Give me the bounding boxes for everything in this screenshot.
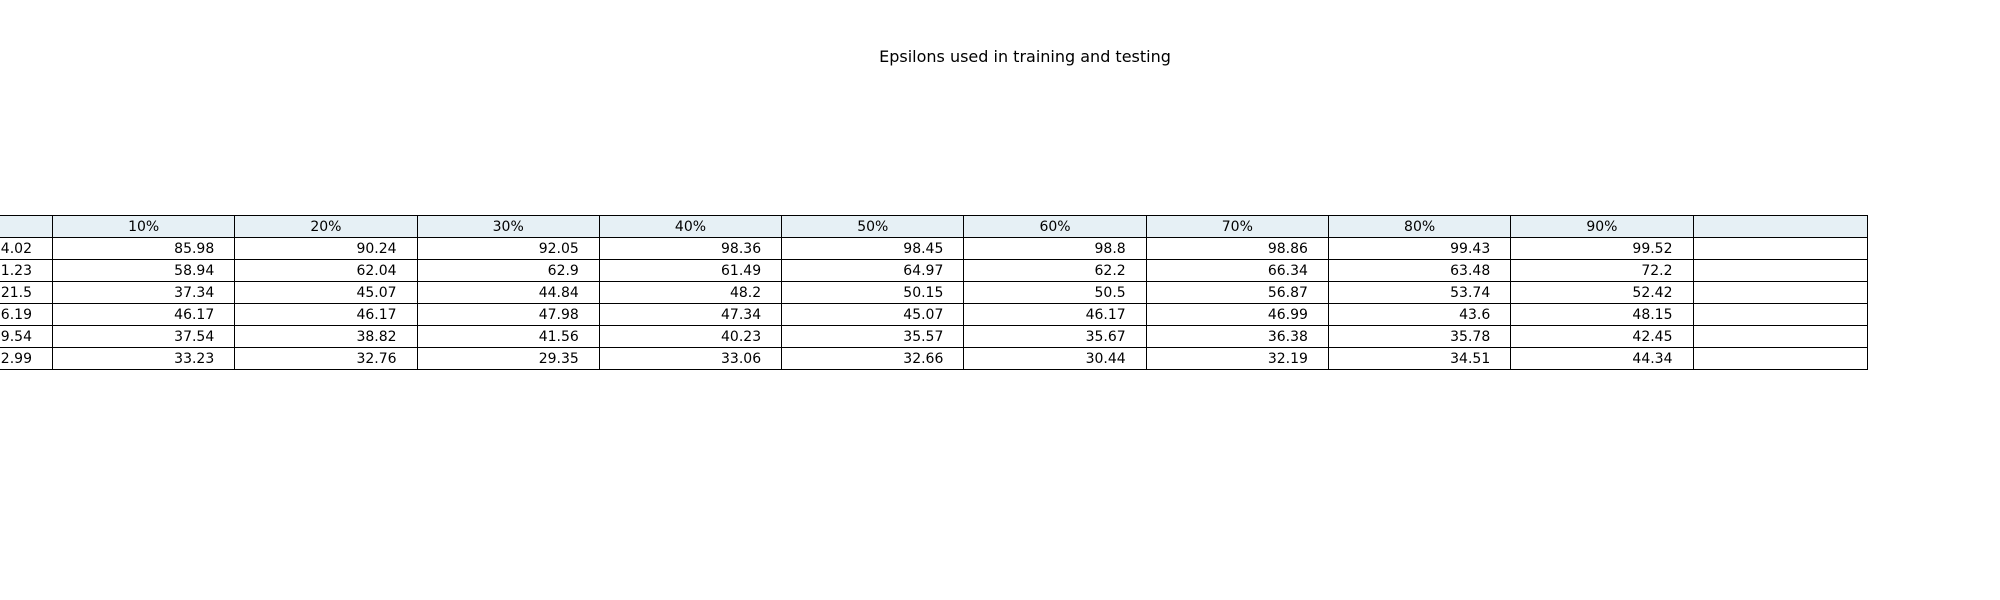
table-cell: 66.34 — [1145, 259, 1329, 282]
table-cell: 98.86 — [1145, 237, 1329, 260]
table-cell: 48.15 — [1510, 303, 1694, 326]
table-cell: 34.51 — [1327, 347, 1512, 370]
table-row: 74.0285.9890.2492.0598.3698.4598.898.869… — [0, 237, 1869, 260]
table-cell: 37.34 — [51, 281, 236, 304]
table-cell — [1692, 303, 1869, 326]
table-cell: 62.2 — [963, 259, 1147, 282]
column-header: 50% — [781, 215, 965, 238]
column-header: 10% — [51, 215, 236, 238]
table-cell: 48.2 — [598, 281, 783, 304]
table-cell: 36.38 — [1145, 325, 1329, 348]
table-cell: 46.17 — [234, 303, 418, 326]
table-cell: 44.84 — [416, 281, 600, 304]
table-viewport: 10%20%30%40%50%60%70%80%90%74.0285.9890.… — [0, 215, 2000, 395]
table-cell — [1692, 259, 1869, 282]
table-cell: 98.8 — [963, 237, 1147, 260]
column-header: 30% — [416, 215, 600, 238]
table-row: 21.5 37.34 45.07 44.84 48.2 50.15 50.5 56.87 53.… — [0, 281, 1869, 304]
table-cell: 33.23 — [51, 347, 236, 370]
column-header: 90% — [1510, 215, 1694, 238]
table-cell: 99.43 — [1327, 237, 1512, 260]
table-row: 39.5437.5438.8241.5640.2335.5735.6736.38… — [0, 325, 1869, 348]
table-cell: 61.49 — [598, 259, 783, 282]
table-cell: 64.97 — [781, 259, 965, 282]
table-cell: 47.34 — [598, 303, 783, 326]
table-cell: 62.04 — [234, 259, 418, 282]
column-header: 70% — [1145, 215, 1329, 238]
table-cell: 29.35 — [416, 347, 600, 370]
table-cell: 40.23 — [598, 325, 783, 348]
table-cell: 35.67 — [963, 325, 1147, 348]
table-body: 10%20%30%40%50%60%70%80%90%74.0285.9890.… — [0, 215, 1869, 370]
table-cell: 38.82 — [234, 325, 418, 348]
table-cell — [1692, 237, 1869, 260]
table-cell: 50.15 — [781, 281, 965, 304]
table-cell: 53.74 — [1327, 281, 1512, 304]
table-cell: 52.42 — [1510, 281, 1694, 304]
chart-title: Epsilons used in training and testing — [879, 47, 1171, 66]
table-cell: 37.54 — [51, 325, 236, 348]
table-cell: 46.99 — [1145, 303, 1329, 326]
table-cell: 92.05 — [416, 237, 600, 260]
table-cell: 44.34 — [1510, 347, 1694, 370]
table-cell — [1692, 325, 1869, 348]
table-cell: 46.17 — [963, 303, 1147, 326]
table-cell: 42.45 — [1510, 325, 1694, 348]
table-cell: 41.56 — [416, 325, 600, 348]
table-cell — [1692, 347, 1869, 370]
column-header: 20% — [234, 215, 418, 238]
table-cell: 32.99 — [0, 347, 53, 370]
table-cell: 98.36 — [598, 237, 783, 260]
table-cell: 85.98 — [51, 237, 236, 260]
table-cell: 41.23 — [0, 259, 53, 282]
table-cell: 35.57 — [781, 325, 965, 348]
table-cell: 58.94 — [51, 259, 236, 282]
table-cell: 47.98 — [416, 303, 600, 326]
column-header — [1692, 215, 1869, 238]
table-row: 32.9933.2332.7629.3533.0632.6630.4432.19… — [0, 347, 1869, 370]
table-cell: 45.07 — [781, 303, 965, 326]
table-cell: 33.06 — [598, 347, 783, 370]
table-cell: 56.87 — [1145, 281, 1329, 304]
table-cell: 72.2 — [1510, 259, 1694, 282]
table-cell: 62.9 — [416, 259, 600, 282]
table-cell: 43.6 — [1327, 303, 1512, 326]
table-row: 46.1946.1746.1747.9847.3445.0746.1746.99… — [0, 303, 1869, 326]
results-table: 10%20%30%40%50%60%70%80%90%74.0285.9890.… — [0, 215, 1869, 370]
table-cell: 90.24 — [234, 237, 418, 260]
column-header: 60% — [963, 215, 1147, 238]
table-header-row: 10% 20% 30% 40% 50% 60% 70% 80% 90% — [0, 215, 1869, 238]
table-cell — [1692, 281, 1869, 304]
table-cell: 45.07 — [234, 281, 418, 304]
table-cell: 46.17 — [51, 303, 236, 326]
table-cell: 50.5 — [963, 281, 1147, 304]
column-header: 40% — [598, 215, 783, 238]
column-header: 80% — [1327, 215, 1512, 238]
table-cell: 32.19 — [1145, 347, 1329, 370]
table-row: 41.2358.9462.0462.961.4964.9762.266.3463… — [0, 259, 1869, 282]
table-cell: 63.48 — [1327, 259, 1512, 282]
table-cell: 98.45 — [781, 237, 965, 260]
table-cell: 46.19 — [0, 303, 53, 326]
table-cell: 39.54 — [0, 325, 53, 348]
table-cell: 21.5 — [0, 281, 53, 304]
table-cell: 32.76 — [234, 347, 418, 370]
table-cell: 74.02 — [0, 237, 53, 260]
table-cell: 35.78 — [1327, 325, 1512, 348]
table-cell: 32.66 — [781, 347, 965, 370]
table-cell: 99.52 — [1510, 237, 1694, 260]
column-header — [0, 215, 53, 238]
table-cell: 30.44 — [963, 347, 1147, 370]
